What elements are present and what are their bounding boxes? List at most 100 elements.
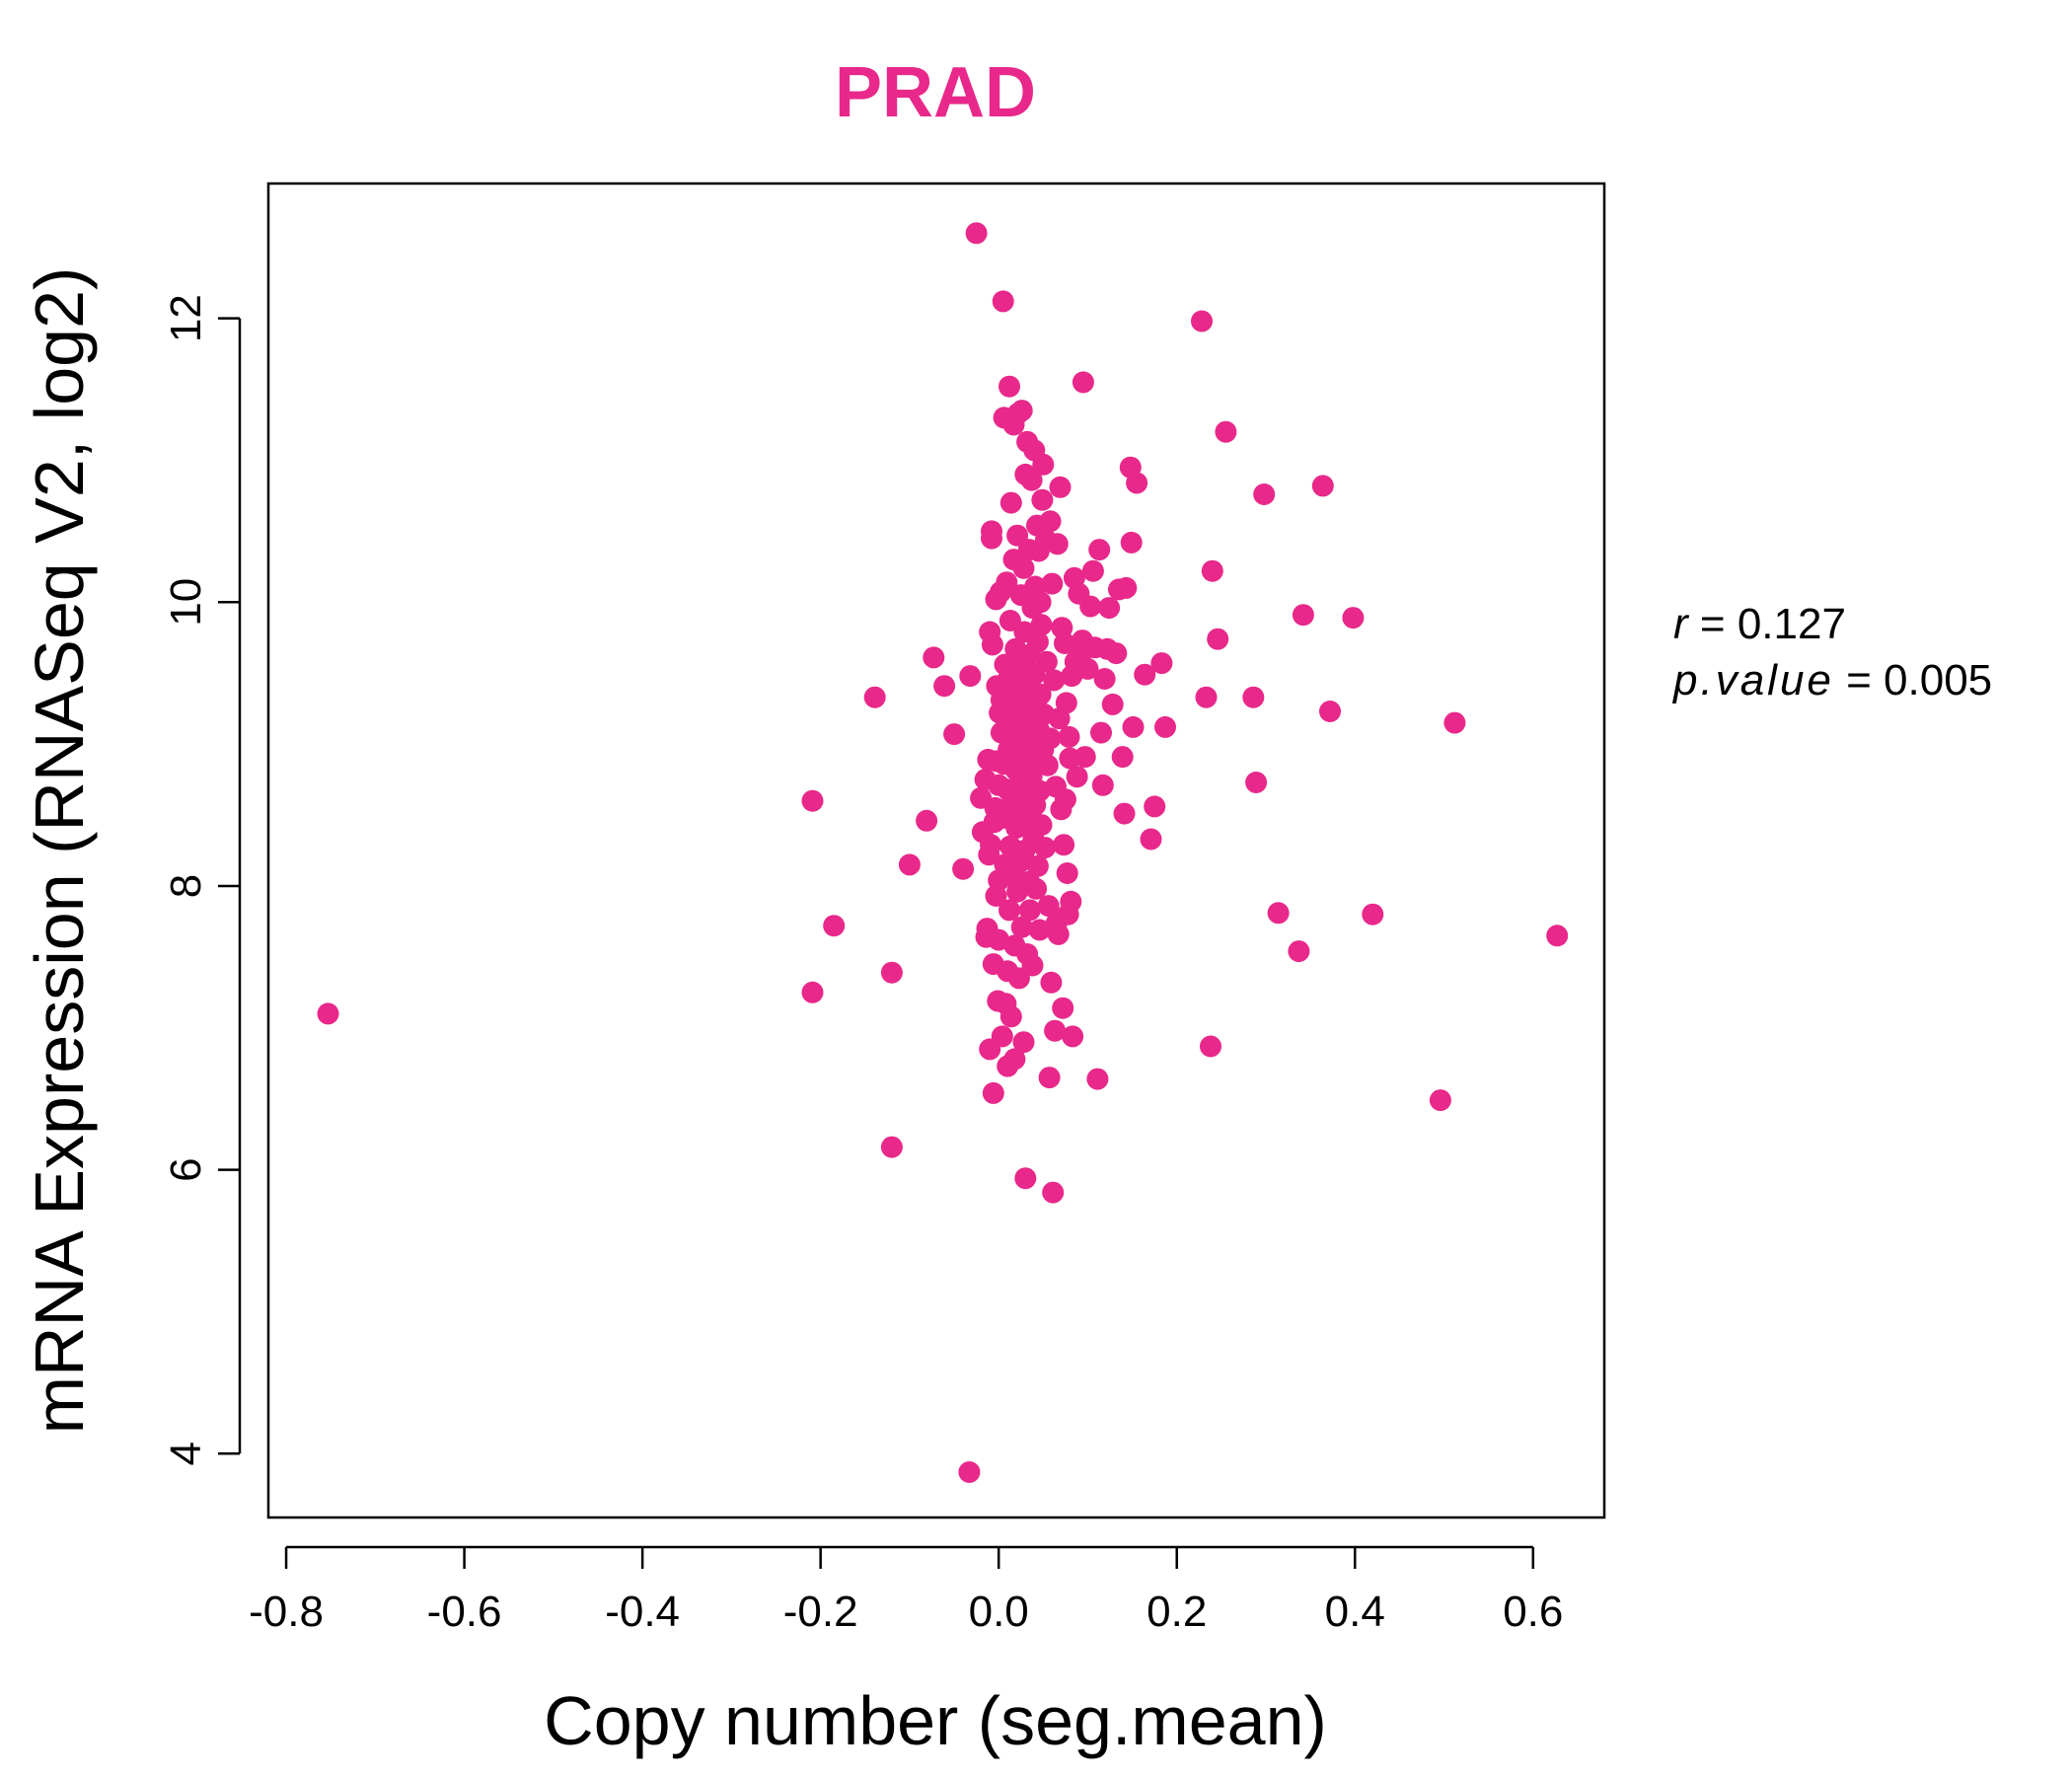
data-point <box>1054 632 1075 654</box>
plot-frame <box>266 182 1606 1519</box>
data-point <box>1020 469 1043 491</box>
data-point <box>1029 591 1052 614</box>
data-point <box>1042 1181 1065 1204</box>
data-point <box>1253 483 1276 505</box>
x-tick-label: -0.2 <box>783 1588 858 1636</box>
chart-title: PRAD <box>835 53 1036 132</box>
data-point <box>1012 556 1035 579</box>
svg-text:r = 0.127: r = 0.127 <box>1673 600 1846 648</box>
data-point <box>1054 788 1076 811</box>
data-point <box>1060 890 1082 913</box>
data-point <box>1079 595 1102 618</box>
data-point <box>1081 559 1104 582</box>
r-equals: = <box>1700 600 1738 648</box>
data-points <box>317 222 1569 1483</box>
data-point <box>1195 686 1218 708</box>
data-point <box>1040 971 1063 994</box>
data-point <box>1046 533 1069 555</box>
data-point <box>1030 614 1053 636</box>
data-point <box>898 853 921 876</box>
data-point <box>1201 559 1223 582</box>
data-point <box>1242 686 1265 708</box>
data-point <box>965 222 988 245</box>
data-point <box>992 290 1014 313</box>
data-point <box>952 857 975 880</box>
data-point <box>1029 683 1052 705</box>
data-point <box>1126 472 1148 494</box>
data-point <box>1073 746 1096 769</box>
data-point <box>1288 940 1310 963</box>
data-point <box>1034 837 1057 859</box>
data-point <box>1319 701 1341 722</box>
data-point <box>959 665 982 688</box>
data-point <box>1021 954 1044 977</box>
p-equals: = <box>1846 656 1884 704</box>
data-point <box>1105 642 1128 665</box>
data-point <box>1086 1068 1109 1090</box>
data-point <box>1026 630 1049 653</box>
data-point <box>980 834 1002 856</box>
data-point <box>999 1005 1022 1028</box>
data-point <box>1039 510 1062 533</box>
data-point <box>1443 711 1466 734</box>
data-point <box>1012 1031 1035 1054</box>
data-point <box>958 1461 981 1483</box>
data-point <box>1150 652 1173 675</box>
data-point <box>1090 721 1112 744</box>
data-point <box>317 1002 339 1025</box>
data-point <box>1043 669 1066 692</box>
data-point <box>1072 371 1094 394</box>
data-point <box>996 571 1018 594</box>
data-point <box>1292 604 1314 627</box>
x-axis-label: Copy number (seg.mean) <box>544 1682 1327 1759</box>
data-point <box>1113 802 1136 825</box>
data-point <box>1056 862 1078 884</box>
data-point <box>1115 576 1138 599</box>
y-axis: 4 6 8 10 12 <box>162 294 242 1466</box>
data-point <box>801 981 824 1003</box>
data-point <box>1049 476 1072 498</box>
data-point <box>1039 727 1062 750</box>
y-tick-label: 12 <box>162 294 210 342</box>
data-point <box>1036 754 1059 777</box>
data-point <box>1267 902 1290 925</box>
data-point <box>999 491 1022 514</box>
data-point <box>1052 997 1074 1019</box>
data-point <box>1066 766 1088 788</box>
data-point <box>1026 854 1049 877</box>
data-point <box>1215 420 1237 443</box>
y-tick-label: 10 <box>162 578 210 627</box>
y-tick-label: 6 <box>162 1157 210 1181</box>
data-point <box>1010 916 1033 938</box>
data-point <box>999 375 1020 398</box>
x-axis: -0.8 -0.6 -0.4 -0.2 0.0 0.2 0.4 0.6 <box>249 1545 1563 1636</box>
data-point <box>1122 715 1145 738</box>
data-point <box>823 915 846 937</box>
data-point <box>1207 628 1229 650</box>
data-point <box>1041 572 1064 595</box>
data-point <box>1342 607 1365 629</box>
data-point <box>1245 772 1268 793</box>
p-value: 0.005 <box>1884 656 1992 704</box>
x-tick-label: -0.4 <box>605 1588 680 1636</box>
data-point <box>1058 725 1080 748</box>
y-tick-label: 4 <box>162 1442 210 1465</box>
data-point <box>1429 1089 1451 1112</box>
y-axis-label: mRNA Expression (RNASeq V2, log2) <box>21 267 98 1435</box>
x-tick-label: 0.2 <box>1147 1588 1207 1636</box>
data-point <box>1144 795 1166 818</box>
data-point <box>1191 310 1213 333</box>
data-point <box>923 646 945 669</box>
data-point <box>1200 1035 1221 1058</box>
y-tick-label: 8 <box>162 874 210 898</box>
data-point <box>1140 828 1162 851</box>
data-point <box>981 520 1002 543</box>
r-value: 0.127 <box>1738 600 1846 648</box>
x-tick-label: 0.0 <box>969 1588 1029 1636</box>
data-point <box>943 723 966 746</box>
data-point <box>1111 746 1134 769</box>
data-point <box>863 686 886 708</box>
data-point <box>991 1025 1013 1048</box>
data-point <box>1053 834 1075 856</box>
data-point <box>981 633 1003 656</box>
